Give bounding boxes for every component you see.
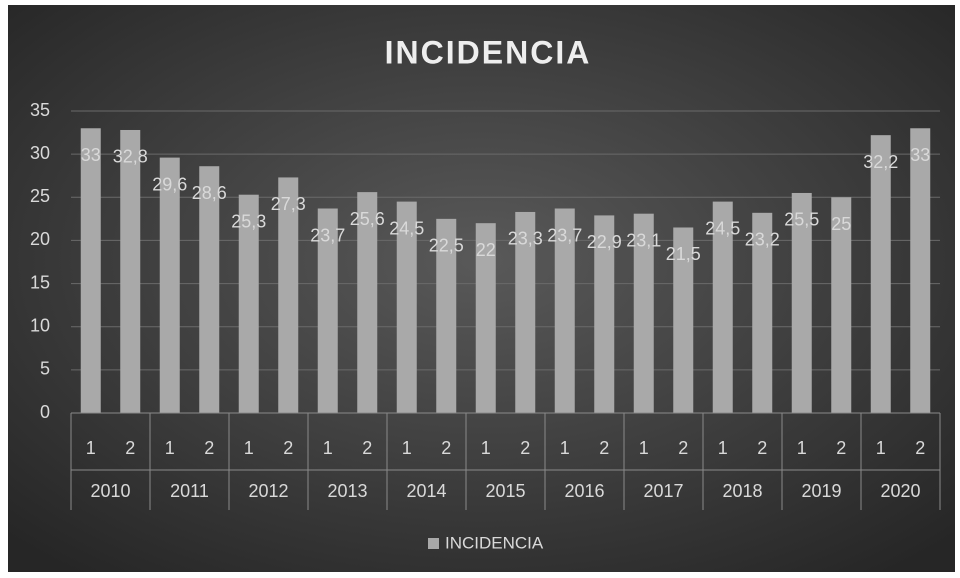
x-group-label: 2020 (880, 481, 920, 501)
x-group-label: 2011 (170, 481, 209, 501)
bar (159, 157, 180, 413)
data-label: 22,5 (429, 236, 464, 256)
x-group-label: 2013 (327, 481, 367, 501)
data-label: 24,5 (389, 218, 424, 238)
x-tick-label: 1 (165, 438, 175, 458)
x-tick-label: 1 (402, 438, 412, 458)
data-label: 24,5 (705, 218, 740, 238)
x-tick-label: 1 (323, 438, 333, 458)
bar (910, 128, 931, 413)
y-tick-label: 20 (30, 229, 50, 249)
legend-swatch (428, 538, 439, 549)
x-group-label: 2012 (248, 481, 288, 501)
bar (831, 197, 852, 413)
y-tick-label: 5 (40, 359, 50, 379)
y-tick-label: 30 (30, 143, 50, 163)
data-label: 22,9 (587, 232, 622, 252)
data-label: 25,3 (231, 211, 266, 231)
x-tick-label: 2 (520, 438, 530, 458)
data-label: 25,6 (350, 209, 385, 229)
data-label: 21,5 (666, 244, 701, 264)
bar (475, 223, 496, 413)
x-tick-label: 2 (204, 438, 214, 458)
x-tick-label: 1 (797, 438, 807, 458)
data-label: 32,8 (113, 147, 148, 167)
bar (120, 129, 141, 414)
x-group-label: 2018 (722, 481, 762, 501)
x-group-label: 2019 (801, 481, 841, 501)
x-group-label: 2017 (643, 481, 683, 501)
data-label: 23,2 (745, 230, 780, 250)
x-tick-label: 1 (718, 438, 728, 458)
data-label: 23,3 (508, 229, 543, 249)
bar (633, 213, 654, 413)
data-label: 22 (476, 240, 496, 260)
x-tick-label: 1 (560, 438, 570, 458)
bar (870, 135, 891, 413)
x-tick-label: 2 (283, 438, 293, 458)
data-label: 29,6 (152, 174, 187, 194)
x-tick-label: 1 (876, 438, 886, 458)
x-group-label: 2015 (485, 481, 525, 501)
x-tick-label: 2 (441, 438, 451, 458)
x-group-label: 2014 (406, 481, 446, 501)
x-tick-label: 1 (481, 438, 491, 458)
bar (515, 211, 536, 413)
data-label: 28,6 (192, 183, 227, 203)
data-label: 23,1 (626, 230, 661, 250)
x-tick-label: 1 (86, 438, 96, 458)
x-tick-label: 1 (244, 438, 254, 458)
bar (791, 192, 812, 413)
x-tick-label: 2 (362, 438, 372, 458)
bar (594, 215, 615, 413)
data-label: 32,2 (863, 152, 898, 172)
x-tick-label: 2 (599, 438, 609, 458)
data-label: 23,7 (310, 225, 345, 245)
y-tick-label: 35 (30, 100, 50, 120)
bar (278, 177, 299, 413)
data-label: 33 (910, 145, 930, 165)
bar (199, 166, 220, 413)
bar (80, 128, 101, 413)
bar (317, 208, 338, 413)
y-tick-label: 15 (30, 272, 50, 292)
x-tick-label: 2 (678, 438, 688, 458)
y-tick-label: 10 (30, 315, 50, 335)
bar (396, 201, 417, 413)
bar (357, 192, 378, 413)
bar (752, 212, 773, 413)
bar (673, 227, 694, 413)
y-tick-label: 0 (40, 402, 50, 422)
x-tick-label: 2 (836, 438, 846, 458)
x-tick-label: 2 (915, 438, 925, 458)
data-label: 25 (831, 214, 851, 234)
x-tick-label: 2 (125, 438, 135, 458)
y-tick-label: 25 (30, 186, 50, 206)
data-label: 23,7 (547, 225, 582, 245)
bar (554, 208, 575, 413)
bar (712, 201, 733, 413)
bar (238, 194, 259, 413)
legend-label: INCIDENCIA (445, 533, 544, 552)
x-group-label: 2010 (90, 481, 130, 501)
data-label: 27,3 (271, 194, 306, 214)
bar (436, 218, 457, 413)
data-label: 25,5 (784, 210, 819, 230)
chart-title: INCIDENCIA (385, 34, 592, 70)
x-group-label: 2016 (564, 481, 604, 501)
data-label: 33 (81, 145, 101, 165)
x-tick-label: 1 (639, 438, 649, 458)
x-tick-label: 2 (757, 438, 767, 458)
